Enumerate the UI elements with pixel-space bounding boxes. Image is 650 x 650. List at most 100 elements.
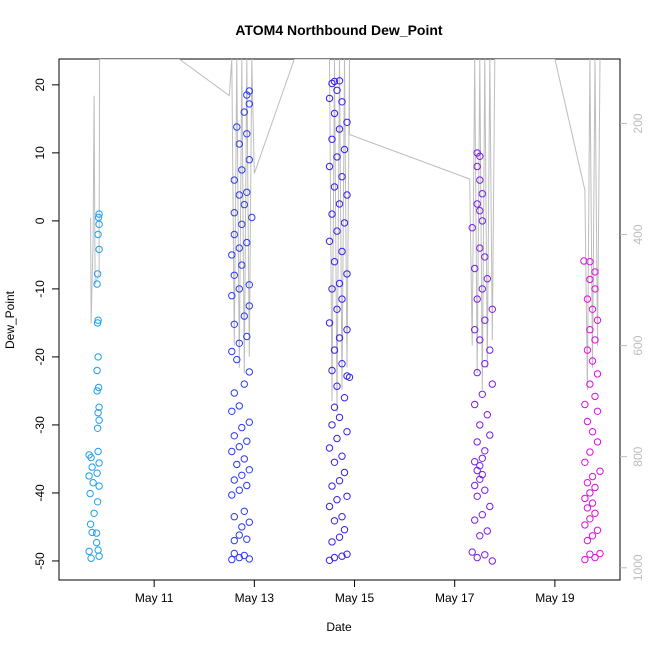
data-point [481,551,489,559]
data-point [94,213,103,222]
data-point [245,466,254,474]
data-point [583,504,592,512]
data-point [476,176,484,184]
data-point [94,383,103,392]
data-point [243,437,251,445]
data-point [343,326,351,334]
data-point [230,209,239,217]
data-point [588,428,597,436]
data-point [325,444,334,452]
data-point [338,173,346,181]
data-point [328,79,336,88]
data-point [228,407,236,415]
data-point [581,400,589,409]
data-point [238,261,246,269]
data-point [478,454,486,462]
data-point [471,458,479,466]
data-point [581,458,589,466]
data-point [95,459,103,467]
data-point [92,538,101,547]
data-point [476,244,484,252]
data-point [338,295,346,303]
data-point [473,149,481,157]
data-point [591,392,599,401]
data-point [87,453,95,462]
data-point [95,403,103,411]
data-point [330,458,339,466]
data-point [330,346,339,354]
data-point [88,463,96,471]
data-point [245,100,254,108]
x-tick-label: May 11 [135,591,174,605]
data-point [343,270,351,278]
data-point [245,518,254,526]
data-point [328,366,336,375]
data-point [581,494,589,503]
data-point [228,555,236,564]
data-point [95,210,103,218]
data-point [586,515,594,523]
x-tick-label: May 15 [335,591,375,605]
y2-tick-label: 400 [631,224,645,244]
data-point [586,489,594,497]
data-point [473,438,481,446]
data-point [588,472,597,481]
data-point [228,491,236,499]
data-point [95,416,103,424]
data-point [94,230,102,239]
data-point [343,550,351,558]
data-point [471,516,479,524]
data-point [228,347,236,356]
data-point [95,482,103,490]
data-point [240,507,249,515]
data-point [338,552,346,560]
data-point [240,108,249,116]
data-point [476,532,484,540]
data-point [476,336,484,344]
data-point [93,387,101,395]
data-point [240,200,249,209]
data-point [471,326,479,334]
data-point [330,403,339,411]
data-point [330,258,339,266]
data-point [335,125,344,133]
data-point [94,409,102,417]
data-point [468,548,476,556]
data-point [325,237,334,246]
data-point [338,360,346,368]
data-point [86,520,95,528]
y-tick-label: 0 [33,217,47,224]
x-axis: May 11 May 13 May 15 May 17 May 19 [135,580,575,605]
data-point [343,492,351,500]
y-tick-label: -10 [33,280,47,298]
data-point [583,417,592,426]
data-point [228,447,236,456]
data-point [486,346,494,354]
data-point [330,517,339,525]
y2-tick-label: 600 [631,335,645,355]
data-point [245,555,254,563]
data-point [591,509,599,517]
data-point [588,532,597,540]
data-point [596,549,604,558]
y-tick-label: -50 [33,552,47,570]
x-tick-label: May 19 [535,591,575,605]
data-point [94,447,102,456]
data-point [335,334,344,342]
data-point [328,482,336,490]
data-point [228,251,236,259]
data-point [230,176,239,184]
data-point [325,162,334,171]
data-point [95,552,103,560]
data-point [240,380,249,388]
data-point [338,247,346,256]
data-point [243,188,251,197]
data-point [588,499,597,507]
data-point [230,476,239,484]
y2-tick-label: 1000 [631,554,645,581]
data-point [586,550,594,558]
data-point [586,275,594,284]
data-point [328,135,336,144]
data-point [471,400,479,409]
data-point [235,443,244,451]
